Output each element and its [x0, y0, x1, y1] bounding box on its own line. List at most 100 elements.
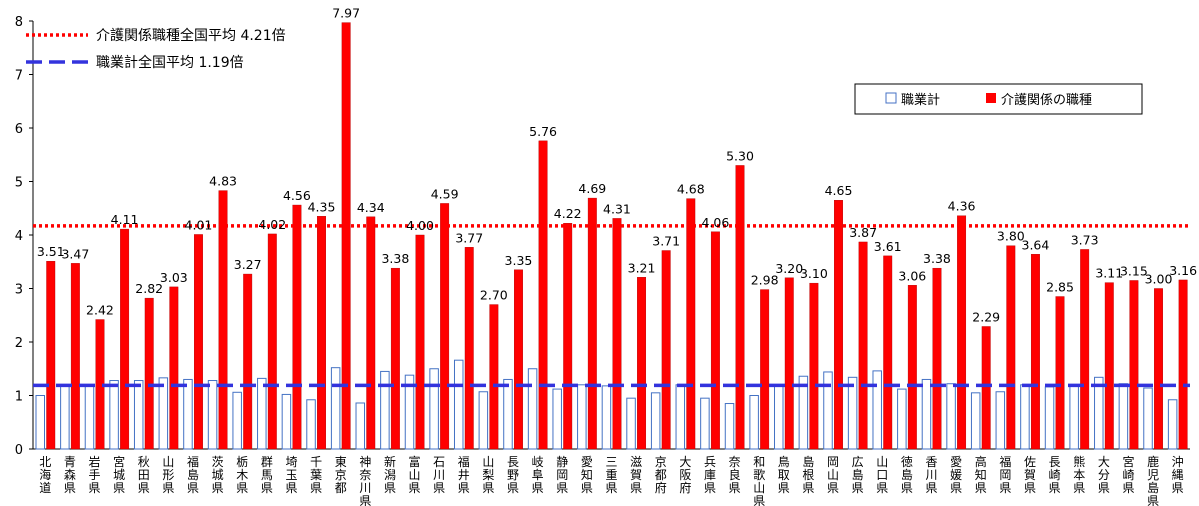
bar-occupation-total — [577, 384, 587, 450]
bar-occupation-total — [872, 370, 882, 450]
bar-care-occupation — [514, 269, 523, 450]
category-label: 新潟県 — [384, 454, 396, 495]
data-label: 2.98 — [751, 273, 779, 288]
bar-occupation-total — [749, 395, 759, 450]
category-label: 島根県 — [802, 454, 814, 495]
data-label: 4.36 — [948, 199, 976, 214]
data-label: 4.65 — [825, 183, 853, 198]
legend-box — [854, 83, 1143, 115]
data-label: 3.03 — [160, 270, 188, 285]
category-label: 滋賀県 — [630, 455, 642, 495]
bar-care-occupation — [538, 140, 548, 450]
bar-occupation-total — [453, 359, 464, 450]
data-labels: 3.513.47 2.42 4.11 2.823.03 4.01 4.83 3.27 4.02… — [37, 6, 1197, 325]
bar-occupation-total — [109, 380, 119, 450]
bar-occupation-total — [1094, 376, 1104, 450]
category-label: 山形県 — [162, 455, 174, 495]
bar-occupation-total — [724, 403, 735, 450]
data-label: 3.15 — [1120, 263, 1148, 278]
bar-occupation-total — [774, 385, 784, 450]
bar-occupation-total — [35, 395, 45, 450]
bar-care-occupation — [1178, 279, 1188, 450]
data-label: 3.00 — [1145, 272, 1173, 287]
data-label: 4.83 — [209, 174, 237, 189]
bar-occupation-total — [921, 378, 932, 450]
data-label: 3.38 — [381, 251, 409, 266]
y-tick-label: 3 — [15, 283, 23, 298]
data-label: 3.61 — [874, 239, 902, 254]
category-label: 福井県 — [458, 454, 470, 495]
data-label: 7.97 — [332, 6, 360, 21]
category-label: 沖縄県 — [1172, 455, 1184, 495]
bar-occupation-total — [675, 384, 686, 450]
category-label: 福岡県 — [999, 454, 1011, 495]
category-label: 広島県 — [852, 455, 864, 495]
bar-occupation-total — [1069, 384, 1079, 450]
bar-occupation-total — [84, 384, 95, 450]
bar-occupation-total — [207, 380, 218, 450]
category-label: 青森県 — [64, 455, 76, 495]
data-label: 2.85 — [1046, 280, 1074, 295]
bar-occupation-total — [995, 391, 1006, 450]
bar-care-occupation — [194, 234, 203, 450]
data-label: 3.38 — [923, 251, 951, 266]
category-label: 岡山県 — [827, 455, 839, 495]
bar-occupation-total — [946, 383, 956, 450]
bar-occupation-total — [798, 375, 809, 450]
data-label: 4.31 — [603, 201, 631, 216]
bar-occupation-total — [133, 380, 144, 450]
bar-occupation-total — [823, 371, 833, 450]
bar-occupation-total — [60, 384, 70, 450]
bar-care-occupation — [932, 267, 942, 450]
data-label: 3.06 — [898, 268, 926, 283]
bar-care-occupation — [981, 326, 991, 450]
bar-occupation-total — [330, 367, 341, 450]
category-label: 千葉県 — [310, 455, 322, 495]
bar-care-occupation — [957, 215, 967, 450]
bar-care-occupation — [883, 255, 893, 450]
bar-occupation-total — [601, 385, 612, 450]
data-label: 3.27 — [234, 257, 262, 272]
data-label: 4.56 — [283, 188, 311, 203]
data-label: 2.29 — [972, 309, 1000, 324]
bar-care-occupation — [1030, 254, 1040, 450]
category-label: 秋田県 — [138, 455, 150, 495]
bar-occupation-total — [970, 392, 981, 450]
bar-occupation-total — [478, 391, 489, 450]
category-label: 兵庫県 — [704, 455, 716, 495]
data-label: 3.71 — [652, 234, 680, 249]
bar-care-occupation — [70, 263, 80, 450]
data-label: 3.35 — [505, 253, 533, 268]
category-label: 高知県 — [975, 454, 987, 495]
data-label: 2.82 — [135, 281, 163, 296]
data-label: 3.11 — [1095, 266, 1123, 281]
data-label: 3.21 — [628, 260, 656, 275]
category-label: 熊本県 — [1073, 454, 1085, 495]
category-label: 徳島県 — [901, 454, 913, 495]
data-label: 3.16 — [1169, 263, 1197, 278]
bar-occupation-total — [380, 370, 390, 450]
category-label: 岐阜県 — [532, 455, 544, 495]
bar-care-occupation — [637, 277, 647, 450]
bar-care-occupation — [46, 261, 56, 450]
bar-care-occupation — [686, 198, 696, 450]
data-label: 3.20 — [775, 261, 803, 276]
category-label: 奈良県 — [729, 455, 741, 495]
bar-care-occupation — [760, 289, 770, 450]
care-average-legend-label: 介護関係職種全国平均 4.21倍 — [96, 27, 286, 44]
category-label: 長野県 — [507, 455, 519, 495]
data-label: 3.77 — [455, 230, 483, 245]
bar-care-occupation — [1104, 282, 1114, 450]
bar-care-occupation — [440, 203, 450, 450]
category-label: 富山県 — [409, 454, 421, 495]
data-label: 4.35 — [308, 199, 336, 214]
data-label: 3.64 — [1022, 237, 1050, 252]
category-label: 香川県 — [926, 455, 938, 495]
data-label: 4.68 — [677, 182, 705, 197]
bar-care-occupation — [366, 216, 376, 450]
bar-care-occupation — [784, 277, 794, 450]
category-label: 北海道 — [39, 455, 51, 495]
category-label: 大阪府 — [679, 455, 691, 495]
data-label: 4.59 — [431, 186, 459, 201]
bar-care-occupation — [587, 197, 597, 450]
